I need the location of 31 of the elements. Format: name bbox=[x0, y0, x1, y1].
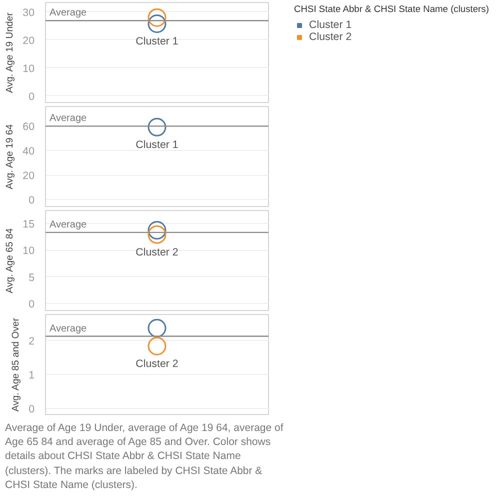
y-tick-label: 5 bbox=[28, 272, 35, 284]
annotation: Cluster 2 bbox=[136, 358, 178, 370]
y-tick-label: 0 bbox=[28, 194, 35, 207]
y-tick-label: 30 bbox=[22, 6, 35, 19]
y-tick-label: 10 bbox=[22, 62, 35, 75]
legend-title: CHSI State Abbr & CHSI State Name (clusters) bbox=[294, 4, 489, 14]
legend-label: Cluster 1 bbox=[309, 19, 352, 31]
y-tick-label: 1 bbox=[28, 369, 35, 382]
y-tick-label: 40 bbox=[22, 146, 35, 158]
legend-label: Cluster 2 bbox=[309, 31, 352, 43]
ref-line-label: Average bbox=[50, 323, 88, 334]
ref-line-label: Average bbox=[50, 113, 88, 124]
y-tick-label: 20 bbox=[22, 34, 35, 47]
y-tick-label: 0 bbox=[28, 403, 35, 416]
y-tick-label: 2 bbox=[28, 335, 35, 348]
annotation: Cluster 2 bbox=[136, 246, 178, 259]
y-axis-title: Avg. Age 85 and Over bbox=[10, 317, 22, 412]
y-tick-label: 20 bbox=[22, 170, 35, 182]
y-axis-title: Avg. Age 19 Under bbox=[4, 12, 16, 93]
y-axis-title: Avg. Age 65 84 bbox=[4, 228, 16, 294]
annotation: Cluster 1 bbox=[136, 139, 178, 152]
annotation: Cluster 1 bbox=[136, 36, 178, 48]
y-tick-label: 15 bbox=[22, 218, 35, 230]
y-tick-label: 0 bbox=[28, 90, 35, 103]
y-tick-label: 10 bbox=[22, 245, 35, 258]
y-axis-title: Avg. Age 19 64 bbox=[4, 124, 16, 190]
ref-line-label: Average bbox=[50, 219, 88, 230]
y-tick-label: 60 bbox=[22, 120, 35, 133]
y-tick-label: 0 bbox=[28, 298, 35, 311]
ref-line-label: Average bbox=[50, 8, 88, 19]
text: Average of Age 19 Under, average of Age 19 64, average of Age 65 84 and average of Age 85 and Over. Color shows details about CHSI State Abbr & CHSI State Name (clusters). The marks are labeled by CHSI State Abbr & CHSI State Name (clusters). bbox=[5, 421, 284, 492]
